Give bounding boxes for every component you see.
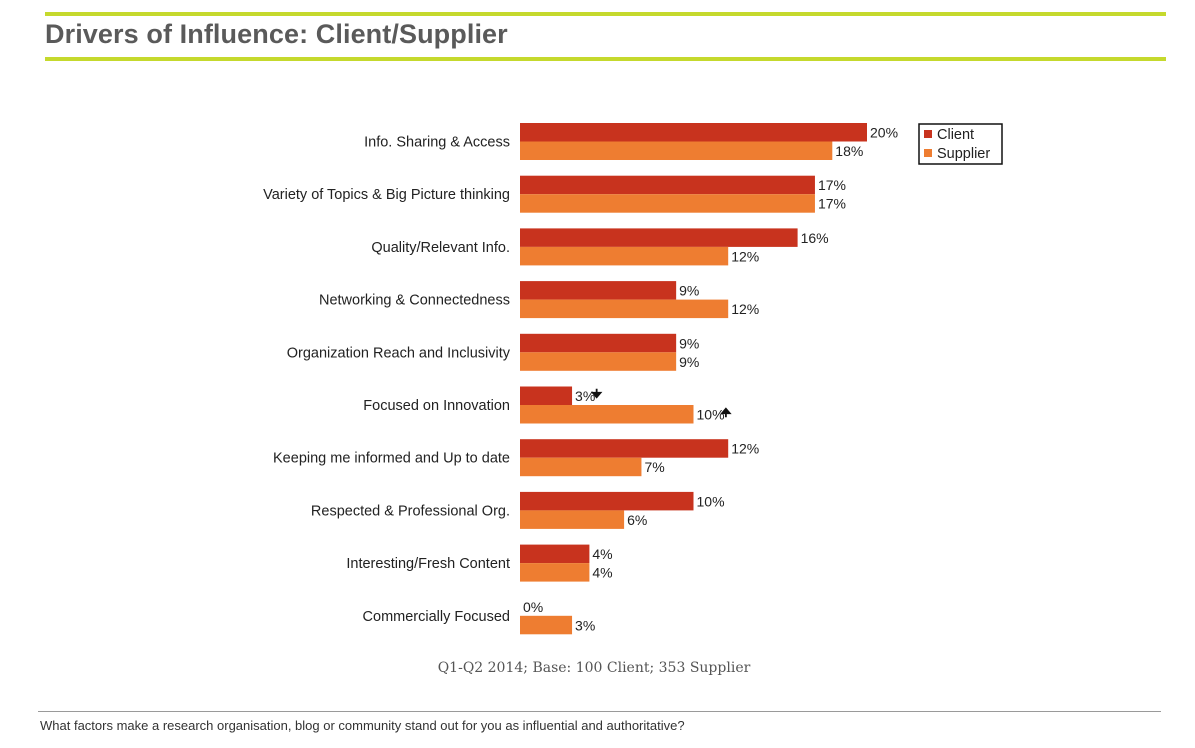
category-label-respected-professional-org: Respected & Professional Org. xyxy=(311,503,510,519)
data-label-supplier-keeping-me-informed-and-up-to-date: 7% xyxy=(644,459,664,475)
bar-supplier-variety-of-topics-big-picture-thinking xyxy=(520,194,815,213)
legend-box xyxy=(918,123,1003,165)
data-label-client-respected-professional-org: 10% xyxy=(697,493,725,509)
bar-supplier-networking-connectedness xyxy=(520,299,729,319)
survey-question: What factors make a research organisatio… xyxy=(40,718,685,733)
bar-client-quality-relevant-info xyxy=(520,228,798,247)
category-label-quality-relevant-info: Quality/Relevant Info. xyxy=(371,240,510,256)
data-label-supplier-respected-professional-org: 6% xyxy=(627,512,647,528)
category-label-interesting-fresh-content: Interesting/Fresh Content xyxy=(346,556,510,572)
legend-label-client: Client xyxy=(937,127,974,143)
data-label-supplier-commercially-focused: 3% xyxy=(575,617,595,633)
category-label-commercially-focused: Commercially Focused xyxy=(363,609,510,625)
bar-client-focused-on-innovation xyxy=(520,386,573,405)
data-label-client-commercially-focused: 0% xyxy=(523,599,543,615)
bar-client-keeping-me-informed-and-up-to-date xyxy=(520,439,729,458)
data-label-client-info-sharing-access: 20% xyxy=(870,125,898,141)
category-label-focused-on-innovation: Focused on Innovation xyxy=(363,398,510,414)
category-label-info-sharing-access: Info. Sharing & Access xyxy=(364,135,510,151)
title-underline-rule xyxy=(45,57,1166,61)
bar-supplier-quality-relevant-info xyxy=(520,246,729,266)
data-label-client-keeping-me-informed-and-up-to-date: 12% xyxy=(731,441,759,457)
data-label-client-networking-connectedness: 9% xyxy=(679,283,699,299)
footer-divider xyxy=(38,711,1161,712)
data-label-supplier-variety-of-topics-big-picture-thinking: 17% xyxy=(818,196,846,212)
arrow-up-icon xyxy=(720,407,732,418)
bar-client-info-sharing-access xyxy=(520,123,867,142)
data-label-supplier-info-sharing-access: 18% xyxy=(835,143,863,159)
bar-client-organization-reach-and-inclusivity xyxy=(520,333,677,353)
data-label-supplier-quality-relevant-info: 12% xyxy=(731,248,759,264)
legend-label-supplier: Supplier xyxy=(937,146,990,162)
data-label-supplier-interesting-fresh-content: 4% xyxy=(592,565,612,581)
legend-swatch-client xyxy=(924,130,932,138)
bar-client-variety-of-topics-big-picture-thinking xyxy=(520,175,815,195)
data-label-supplier-focused-on-innovation: 10% xyxy=(697,407,725,423)
bar-supplier-focused-on-innovation xyxy=(520,405,694,424)
category-label-variety-of-topics-big-picture-thinking: Variety of Topics & Big Picture thinking xyxy=(263,187,510,203)
arrow-down-icon xyxy=(590,388,603,399)
data-label-client-organization-reach-and-inclusivity: 9% xyxy=(679,335,699,351)
base-note: Q1-Q2 2014; Base: 100 Client; 353 Suppli… xyxy=(437,660,751,676)
bar-supplier-organization-reach-and-inclusivity xyxy=(520,352,677,371)
bar-supplier-info-sharing-access xyxy=(520,141,833,160)
data-label-client-variety-of-topics-big-picture-thinking: 17% xyxy=(818,177,846,193)
data-label-client-quality-relevant-info: 16% xyxy=(801,230,829,246)
bar-chart: Info. Sharing & Access 20% 18% Variety of T… xyxy=(263,123,1003,635)
bar-supplier-interesting-fresh-content xyxy=(520,563,590,582)
data-label-client-interesting-fresh-content: 4% xyxy=(592,546,612,562)
category-label-networking-connectedness: Networking & Connectedness xyxy=(319,293,510,309)
bar-supplier-keeping-me-informed-and-up-to-date xyxy=(520,457,642,477)
legend-swatch-supplier xyxy=(924,149,932,157)
data-label-client-focused-on-innovation: 3% xyxy=(575,388,595,404)
category-label-organization-reach-and-inclusivity: Organization Reach and Inclusivity xyxy=(287,345,511,361)
top-accent-rule xyxy=(45,12,1166,16)
page-title: Drivers of Influence: Client/Supplier xyxy=(45,19,508,49)
bar-supplier-commercially-focused xyxy=(520,615,573,635)
bar-client-networking-connectedness xyxy=(520,281,677,300)
bar-client-respected-professional-org xyxy=(520,491,694,511)
category-label-keeping-me-informed-and-up-to-date: Keeping me informed and Up to date xyxy=(273,451,510,467)
data-label-supplier-organization-reach-and-inclusivity: 9% xyxy=(679,354,699,370)
bar-client-interesting-fresh-content xyxy=(520,544,590,564)
data-label-supplier-networking-connectedness: 12% xyxy=(731,301,759,317)
bar-supplier-respected-professional-org xyxy=(520,510,625,529)
